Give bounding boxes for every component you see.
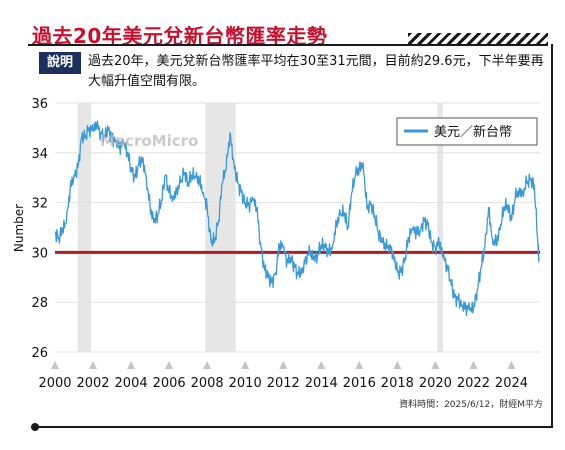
shaded-period-0 [77,103,92,352]
legend-label: 美元／新台幣 [434,124,512,140]
x-tick-marker [431,361,440,369]
x-tick-marker [469,361,478,369]
title-hatch-decoration [408,33,548,45]
x-tick-marker [393,361,402,369]
explain-text: 過去20年，美元兌新台幣匯率平均在30至31元間，目前約29.6元，下半年要再大… [88,54,544,89]
y-tick-label: 34 [31,147,48,162]
frame-bottom-line [34,426,553,428]
series-line-0 [54,120,540,317]
x-tick-label: 2016 [343,376,376,391]
y-tick-label: 36 [31,97,48,112]
x-tick-label: 2010 [229,376,262,391]
x-tick-label: 2006 [153,376,186,391]
x-tick-label: 2002 [76,376,109,391]
legend: 美元／新台幣 [396,117,538,146]
x-tick-label: 2024 [495,376,528,391]
x-tick-marker [51,361,59,369]
x-tick-marker [89,361,98,369]
shaded-period-2 [437,103,443,352]
x-tick-label: 2022 [457,376,490,391]
x-tick-label: 2004 [115,376,148,391]
x-tick-label: 2020 [419,376,452,391]
x-tick-marker [355,361,364,369]
x-tick-marker [279,361,288,369]
watermark-text: MacroMicro [100,132,198,150]
x-tick-marker [317,361,326,369]
x-tick-marker [127,361,136,369]
frame-bottom-dot [31,423,39,431]
y-tick-label: 30 [31,246,48,261]
x-tick-marker [165,361,174,369]
explain-badge: 說明 [39,52,81,74]
x-tick-label: 2012 [267,376,300,391]
title-underline [28,44,548,46]
x-tick-label: 2000 [38,376,71,391]
frame-right-line [551,44,553,427]
y-tick-label: 28 [31,296,48,311]
y-axis-label: Number [12,204,26,252]
y-tick-label: 32 [31,197,48,212]
y-tick-label: 26 [31,346,48,361]
x-tick-label: 2018 [381,376,414,391]
x-tick-label: 2008 [191,376,224,391]
source-note: 資料時間：2025/6/12，財經M平方 [399,400,543,410]
x-tick-label: 2014 [305,376,338,391]
x-tick-marker [203,361,212,369]
x-tick-marker [507,361,516,369]
x-tick-marker [241,361,250,369]
